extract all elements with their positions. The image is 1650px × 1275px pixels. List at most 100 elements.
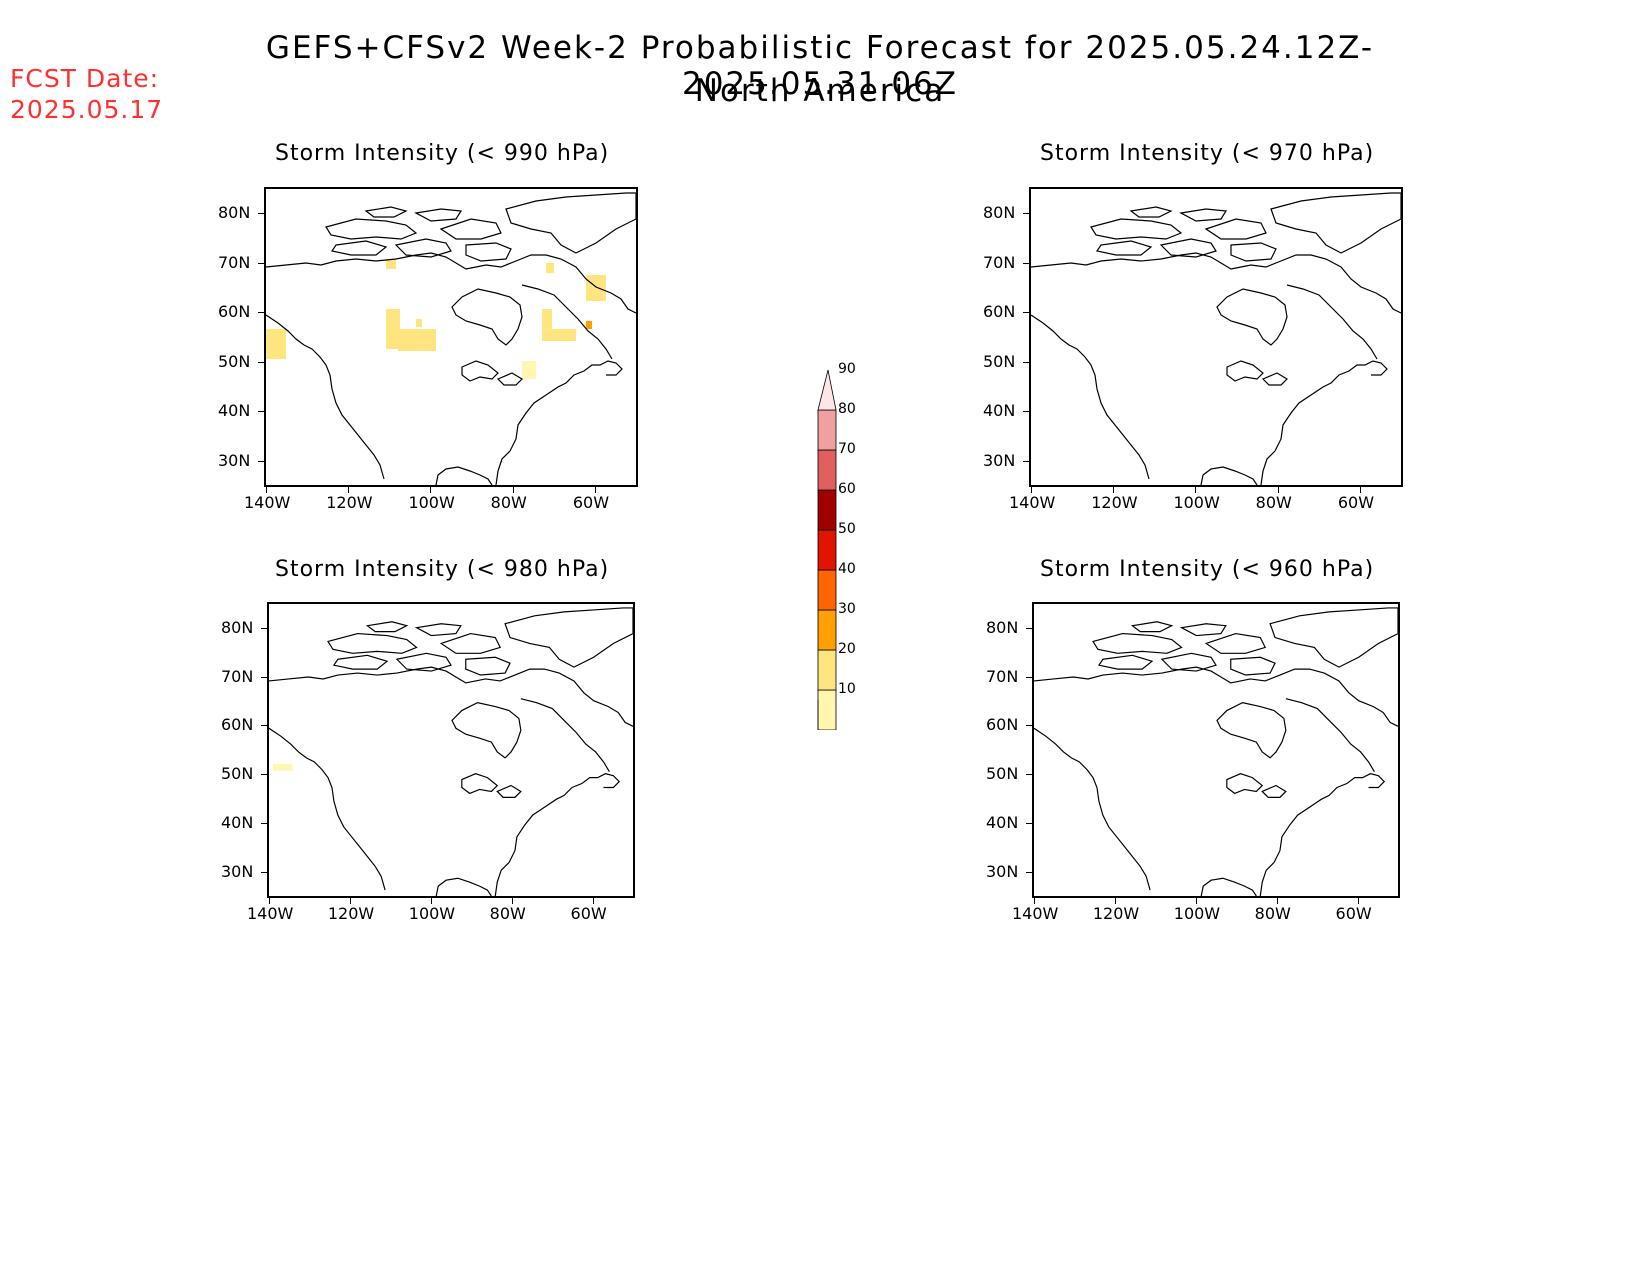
lat-tick — [261, 871, 267, 873]
lon-tick-label: 140W — [1012, 904, 1059, 923]
lat-tick-label: 40N — [221, 812, 254, 832]
lon-tick-label: 100W — [408, 493, 455, 512]
lon-tick — [592, 898, 594, 904]
lat-tick-label: 60N — [986, 715, 1019, 735]
lat-tick — [258, 213, 264, 214]
lat-tick — [1026, 628, 1032, 629]
lat-tick — [1023, 460, 1029, 462]
colorbar-level-label: 10 — [838, 681, 856, 697]
lat-tick-label: 80N — [986, 618, 1019, 637]
lat-tick — [1023, 312, 1029, 313]
lon-tick — [266, 487, 267, 493]
probability-cell — [386, 309, 400, 349]
lat-tick — [258, 312, 264, 313]
lat-tick-label: 30N — [218, 450, 251, 470]
lat-tick — [258, 361, 264, 363]
colorbar-level-label: 20 — [838, 641, 856, 657]
colorbar-segment — [817, 529, 837, 571]
lon-tick — [1113, 487, 1115, 493]
lon-tick-label: 120W — [326, 493, 373, 512]
lat-tick-label: 80N — [218, 203, 251, 222]
colorbar-level-label: 80 — [838, 401, 856, 417]
probability-cell — [386, 259, 396, 269]
lon-tick-label: 80W — [1254, 904, 1291, 923]
colorbar-level-label: 50 — [838, 521, 856, 537]
lon-tick — [1114, 898, 1116, 904]
colorbar-level-label: 90 — [838, 361, 856, 377]
lat-tick — [261, 676, 267, 678]
lon-tick-label: 100W — [1173, 904, 1221, 923]
lat-tick — [258, 460, 264, 462]
lat-tick-label: 70N — [986, 666, 1019, 686]
lat-tick-label: 30N — [221, 861, 254, 881]
lat-tick — [261, 774, 267, 776]
lat-tick-label: 60N — [221, 715, 254, 735]
coastline-map — [1031, 192, 1401, 485]
panel-title: Storm Intensity (< 960 hPa) — [1040, 557, 1375, 582]
lat-tick — [1023, 213, 1029, 214]
lat-tick — [1023, 361, 1029, 363]
lat-tick-label: 40N — [986, 812, 1019, 832]
lon-tick-label: 60W — [570, 904, 607, 923]
lon-tick-label: 120W — [1091, 493, 1138, 512]
probability-cell — [416, 319, 422, 327]
lon-tick — [349, 898, 351, 904]
lat-tick-label: 30N — [983, 450, 1016, 470]
lon-tick — [1357, 898, 1359, 904]
lat-tick-label: 50N — [221, 764, 254, 784]
lon-tick-label: 80W — [489, 904, 526, 923]
lat-tick-label: 70N — [218, 252, 251, 272]
lat-tick-label: 70N — [221, 666, 254, 686]
lat-tick-label: 40N — [218, 401, 251, 421]
lon-tick — [430, 487, 432, 493]
lat-tick — [1026, 774, 1032, 776]
fcst-date-label: FCST Date: — [10, 64, 160, 93]
lat-tick — [1026, 725, 1032, 727]
lat-tick-label: 50N — [218, 351, 251, 371]
lon-tick — [1359, 487, 1361, 493]
lat-tick-label: 50N — [986, 764, 1019, 784]
lat-tick — [1026, 871, 1032, 873]
lon-tick-label: 60W — [1335, 904, 1372, 923]
lat-tick — [1023, 411, 1029, 413]
colorbar-top-triangle — [817, 369, 837, 411]
lat-tick — [261, 822, 267, 824]
map-frame — [1029, 187, 1403, 487]
lat-tick-label: 30N — [986, 861, 1019, 881]
coastline-map — [1034, 607, 1398, 896]
lat-tick — [261, 725, 267, 727]
lon-tick-label: 140W — [244, 493, 291, 512]
lat-tick-label: 60N — [218, 302, 251, 321]
probability-cell — [522, 361, 536, 379]
map-frame — [1032, 602, 1400, 898]
lat-tick-label: 60N — [983, 302, 1016, 321]
lat-tick — [258, 411, 264, 413]
lon-tick — [348, 487, 350, 493]
colorbar-segment — [817, 449, 837, 491]
probability-cell — [272, 763, 293, 771]
lon-tick — [1195, 487, 1197, 493]
coastline-map — [269, 607, 633, 896]
colorbar-level-label: 40 — [838, 561, 856, 577]
colorbar-level-label: 70 — [838, 441, 856, 457]
lat-tick — [1026, 822, 1032, 824]
lon-tick — [1277, 487, 1279, 493]
colorbar-segment — [817, 609, 837, 651]
lat-tick — [261, 628, 267, 629]
lon-tick — [430, 898, 432, 904]
probability-cell — [586, 275, 606, 301]
colorbar-level-label: 60 — [838, 481, 856, 497]
colorbar-segment — [817, 689, 837, 731]
lon-tick-label: 80W — [490, 493, 527, 512]
colorbar-segment — [817, 489, 837, 531]
panel-title: Storm Intensity (< 980 hPa) — [275, 557, 610, 582]
lon-tick-label: 120W — [1092, 904, 1140, 923]
probability-cell — [398, 329, 436, 351]
panel-title: Storm Intensity (< 970 hPa) — [1040, 141, 1375, 166]
colorbar-segment — [817, 569, 837, 611]
lon-tick — [1195, 898, 1197, 904]
colorbar-level-label: 30 — [838, 601, 856, 617]
lon-tick-label: 60W — [1337, 493, 1375, 512]
probability-cell — [266, 329, 286, 359]
map-frame — [267, 602, 635, 898]
